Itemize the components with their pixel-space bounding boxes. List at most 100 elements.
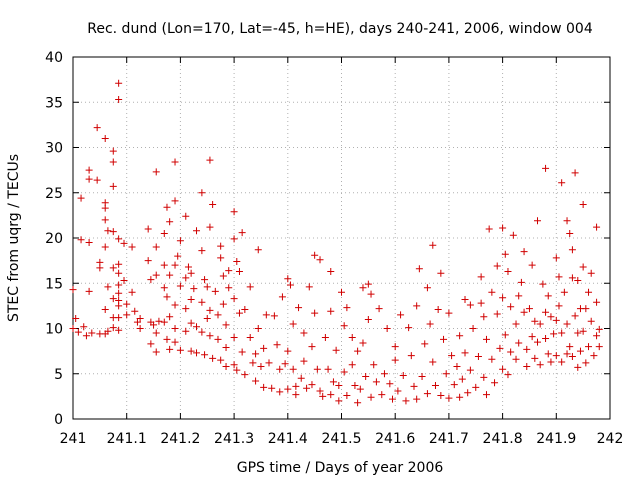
data-point [69,286,77,294]
data-point [82,332,90,340]
data-point [230,334,238,342]
data-point [372,378,380,386]
data-point [579,201,587,209]
data-point [380,370,388,378]
data-point [109,182,117,190]
data-point [123,300,131,308]
data-point [316,387,324,395]
data-point [176,282,184,290]
data-point [104,283,112,291]
data-point [152,243,160,251]
data-point [356,385,364,393]
data-point [273,341,281,349]
data-point [571,169,579,177]
data-point [464,389,472,397]
data-point [289,320,297,328]
data-point [109,147,117,155]
data-point [568,246,576,254]
data-point [555,302,563,310]
data-point [233,366,241,374]
data-point [219,272,227,280]
data-point [155,317,163,325]
data-point [552,254,560,262]
data-point [254,246,262,254]
data-point [152,168,160,176]
data-point [187,319,195,327]
data-point [297,374,305,382]
y-axis-label: STEC from uqrg / TECUs [6,154,22,322]
data-point [150,321,158,329]
data-point [74,328,82,336]
data-point [319,392,327,400]
data-point [442,370,450,378]
x-tick-label: 241.1 [107,431,147,447]
data-point [123,311,131,319]
data-point [574,363,582,371]
x-tick-label: 241.5 [321,431,361,447]
data-point [171,338,179,346]
data-point [354,399,362,407]
data-point [171,261,179,269]
data-point [391,356,399,364]
x-tick-label: 241.8 [483,431,523,447]
data-point [324,365,332,373]
data-point [203,315,211,323]
data-point [147,276,155,284]
data-point [174,252,182,260]
y-tick-label: 30 [45,141,63,157]
data-point [528,333,536,341]
data-point [198,189,206,197]
data-point [201,276,209,284]
data-point [101,204,109,212]
data-point [383,325,391,332]
data-point [171,301,179,309]
data-point [394,387,402,395]
x-tick-label: 241.2 [160,431,200,447]
data-point [115,269,123,277]
data-point [440,335,448,343]
data-point [456,393,464,401]
data-point [286,281,294,289]
data-point [421,340,429,348]
data-point [152,348,160,356]
data-point [313,365,321,373]
y-tick-label: 20 [45,231,63,247]
data-point [407,352,415,360]
data-point [539,280,547,288]
data-point [534,217,542,225]
data-point [222,321,230,329]
data-point [397,311,405,319]
data-point [201,351,209,359]
data-point [268,384,276,392]
data-point [560,288,568,296]
data-point [550,330,558,338]
data-point [466,301,474,309]
data-point [329,378,337,386]
data-point [211,287,219,295]
data-point [461,349,469,357]
data-point [370,361,378,369]
data-point [563,350,571,358]
data-point [284,385,292,393]
data-point [115,96,123,104]
y-tick-label: 10 [45,322,63,338]
data-point [585,343,593,351]
data-point [488,288,496,296]
y-tick-label: 40 [45,50,63,66]
data-point [429,358,437,366]
data-point [133,318,141,326]
data-point [472,383,480,391]
data-point [456,332,464,340]
data-point [517,278,525,286]
data-point [305,283,313,291]
data-point [93,176,101,184]
data-point [512,320,520,328]
data-point [507,303,515,311]
data-point [332,346,340,354]
data-point [265,359,273,367]
data-point [367,290,375,298]
data-point [563,217,571,225]
x-tick-label: 242 [597,431,624,447]
data-point [225,267,233,275]
